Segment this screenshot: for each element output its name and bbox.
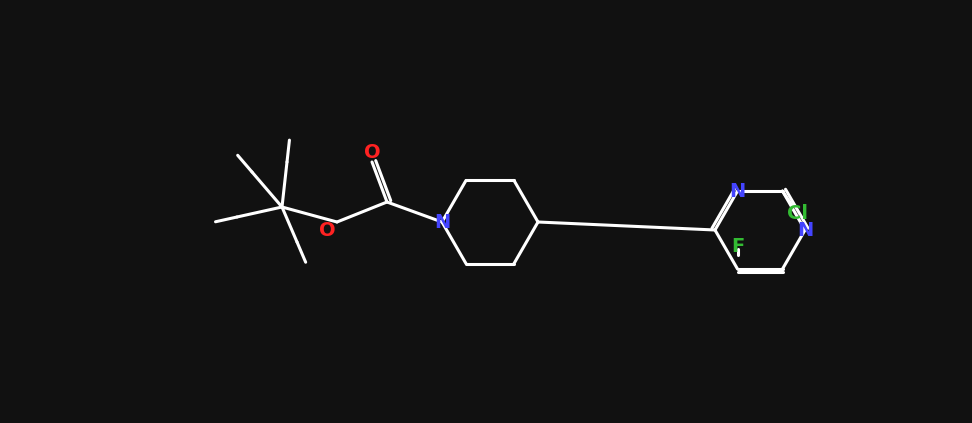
- Text: F: F: [731, 237, 745, 256]
- Text: O: O: [319, 220, 335, 239]
- Text: N: N: [729, 181, 746, 201]
- Text: Cl: Cl: [787, 203, 808, 222]
- Text: N: N: [797, 220, 814, 239]
- Text: N: N: [434, 212, 450, 231]
- Text: O: O: [364, 143, 380, 162]
